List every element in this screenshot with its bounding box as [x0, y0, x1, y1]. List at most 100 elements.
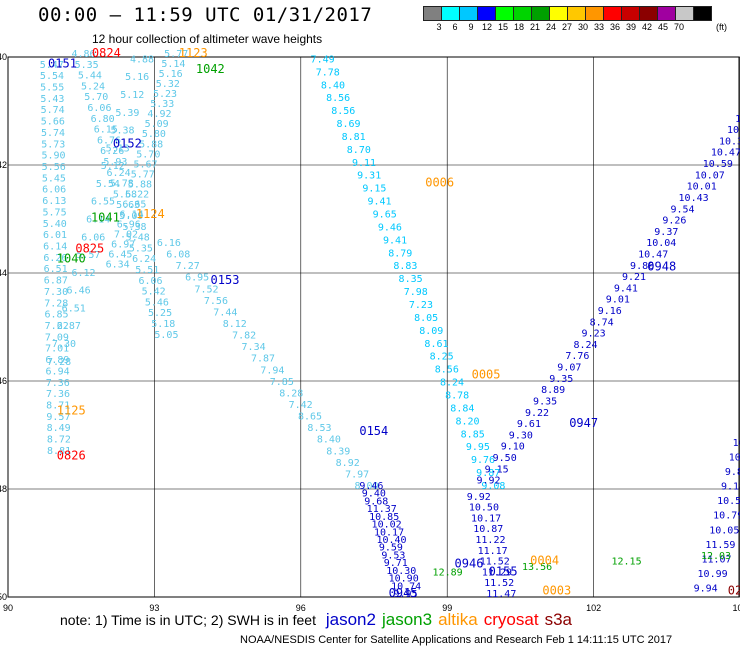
lat-tick-label: -50 [0, 592, 7, 602]
page-subtitle: 12 hour collection of altimeter wave hei… [92, 32, 323, 46]
wave-height-value: 5.46 [145, 297, 169, 308]
wave-height-value: 5.51 [135, 265, 159, 276]
wave-height-value: 9.31 [357, 171, 381, 182]
wave-height-value: 10.11 [729, 452, 740, 463]
color-scale-label: 3 [436, 22, 442, 32]
wave-height-value: 13.56 [522, 562, 552, 573]
wave-height-value: 5.77 [164, 49, 188, 60]
wave-height-value: 7.56 [204, 296, 228, 307]
wave-height-value: 6.45 [108, 250, 132, 261]
wave-height-value: 11.52 [480, 557, 510, 568]
wave-height-value: 8.39 [326, 446, 350, 457]
wave-height-value: 6.24 [132, 254, 156, 265]
wave-height-value: 10.85 [369, 512, 399, 523]
wave-height-value: 5.09 [119, 211, 143, 222]
wave-height-value: 5.24 [81, 81, 105, 92]
wave-height-value: 10.43 [679, 193, 709, 204]
wave-height-value: 11.07 [701, 554, 731, 565]
wave-height-value: 7.30 [44, 287, 68, 298]
wave-height-value: 6.46 [67, 286, 91, 297]
wave-height-value: 6.06 [138, 276, 162, 287]
color-scale-label: 42 [641, 22, 653, 32]
wave-height-value: 10.40 [376, 535, 406, 546]
lon-tick-label: 90 [3, 603, 13, 613]
pass-time-label: 0224 [728, 583, 740, 597]
wave-height-value: 7.23 [409, 300, 433, 311]
wave-height-value: 6.87 [44, 276, 68, 287]
wave-height-value: 6.95 [185, 273, 209, 284]
lon-tick-label: 99 [442, 603, 452, 613]
pass-time-label: 1040 [57, 252, 86, 266]
wave-height-value: 8.25 [430, 352, 454, 363]
wave-height-value: 8.35 [399, 274, 423, 285]
wave-height-value: 7.87 [251, 354, 275, 365]
wave-height-value: 5.12 [101, 161, 125, 172]
wave-height-value: 6.26 [43, 253, 67, 264]
wave-height-value: 6.13 [42, 196, 66, 207]
wave-height-value: 9.22 [525, 408, 549, 419]
wave-height-value: 7.42 [289, 400, 313, 411]
legend-satellite-s3a: s3a [544, 610, 572, 629]
wave-height-value: 5.18 [151, 319, 175, 330]
wave-height-value: 7.78 [316, 67, 340, 78]
wave-height-value: 9.95 [466, 442, 490, 453]
wave-height-value: 11.17 [478, 546, 508, 557]
wave-height-value: 7.36 [46, 378, 70, 389]
wave-height-value: 5.16 [125, 72, 149, 83]
wave-height-value: 10.47 [711, 148, 740, 159]
wave-height-value: 6.01 [43, 230, 67, 241]
wave-height-value: 5.40 [43, 219, 67, 230]
wave-height-value: 10.99 [698, 569, 728, 580]
color-scale: 3 6 9 12 15 18 21 24 27 30 33 36 39 42 45 70 (ft) [423, 6, 727, 32]
wave-height-value: 5.57 [76, 250, 100, 261]
wave-height-value: 9.01 [606, 295, 630, 306]
wave-height-value: 8.70 [347, 145, 371, 156]
wave-height-value: 4.92 [147, 109, 171, 120]
lat-tick-label: -48 [0, 484, 7, 494]
wave-height-value: 9.94 [694, 584, 718, 595]
wave-height-value: 9.21 [622, 272, 646, 283]
lat-tick-label: -44 [0, 268, 7, 278]
wave-height-value: 8.89 [541, 385, 565, 396]
wave-height-value: 7.94 [260, 365, 284, 376]
wave-height-value: 9.54 [670, 204, 694, 215]
wave-height-value: 7.97 [345, 469, 369, 480]
wave-height-value: 5.32 [156, 79, 180, 90]
lon-tick-label: 105 [732, 603, 740, 613]
wave-height-value: 6.97 [111, 240, 135, 251]
pass-time-label: 0154 [359, 424, 388, 438]
wave-height-value: 5.56 [42, 162, 66, 173]
wave-height-value: 5.88 [128, 179, 152, 190]
color-scale-labels: 3 6 9 12 15 18 21 24 27 30 33 36 39 42 45 70 [423, 22, 740, 34]
wave-height-value: 9.18 [721, 482, 740, 493]
wave-height-value: 5.88 [139, 139, 163, 150]
pass-time-label: 0151 [48, 56, 77, 70]
wave-height-value: 5.38 [122, 222, 146, 233]
color-scale-label: 24 [545, 22, 557, 32]
wave-height-value: 9.95 [394, 589, 418, 600]
wave-height-value: 7.36 [46, 389, 70, 400]
wave-height-value: 5.90 [41, 151, 65, 162]
pass-time-label: 0003 [542, 583, 571, 597]
wave-height-value: 9.35 [549, 374, 573, 385]
wave-height-value: 5.54 [40, 71, 64, 82]
wave-height-value: 6.26 [100, 146, 124, 157]
wave-height-value: 8.40 [317, 435, 341, 446]
wave-height-value: 7.30 [52, 339, 76, 350]
wave-height-value: 9.08 [481, 481, 505, 492]
wave-height-value: 9.92 [476, 476, 500, 487]
pass-time-label: 0155 [489, 564, 518, 578]
wave-height-value: 9.37 [654, 227, 678, 238]
wave-height-value: 5.12 [120, 90, 144, 101]
wave-height-value: 10.05 [709, 525, 739, 536]
wave-height-value: 9.15 [485, 464, 509, 475]
color-scale-label: 9 [468, 22, 474, 32]
wave-height-value: 7.34 [242, 342, 266, 353]
wave-height-value: 9.35 [533, 396, 557, 407]
lon-tick-label: 102 [586, 603, 601, 613]
color-scale-label: 70 [673, 22, 685, 32]
pass-time-label: 1123 [179, 46, 208, 60]
wave-height-value: 12.89 [433, 567, 463, 578]
wave-height-value: 7.52 [194, 284, 218, 295]
color-scale-label: 39 [625, 22, 637, 32]
